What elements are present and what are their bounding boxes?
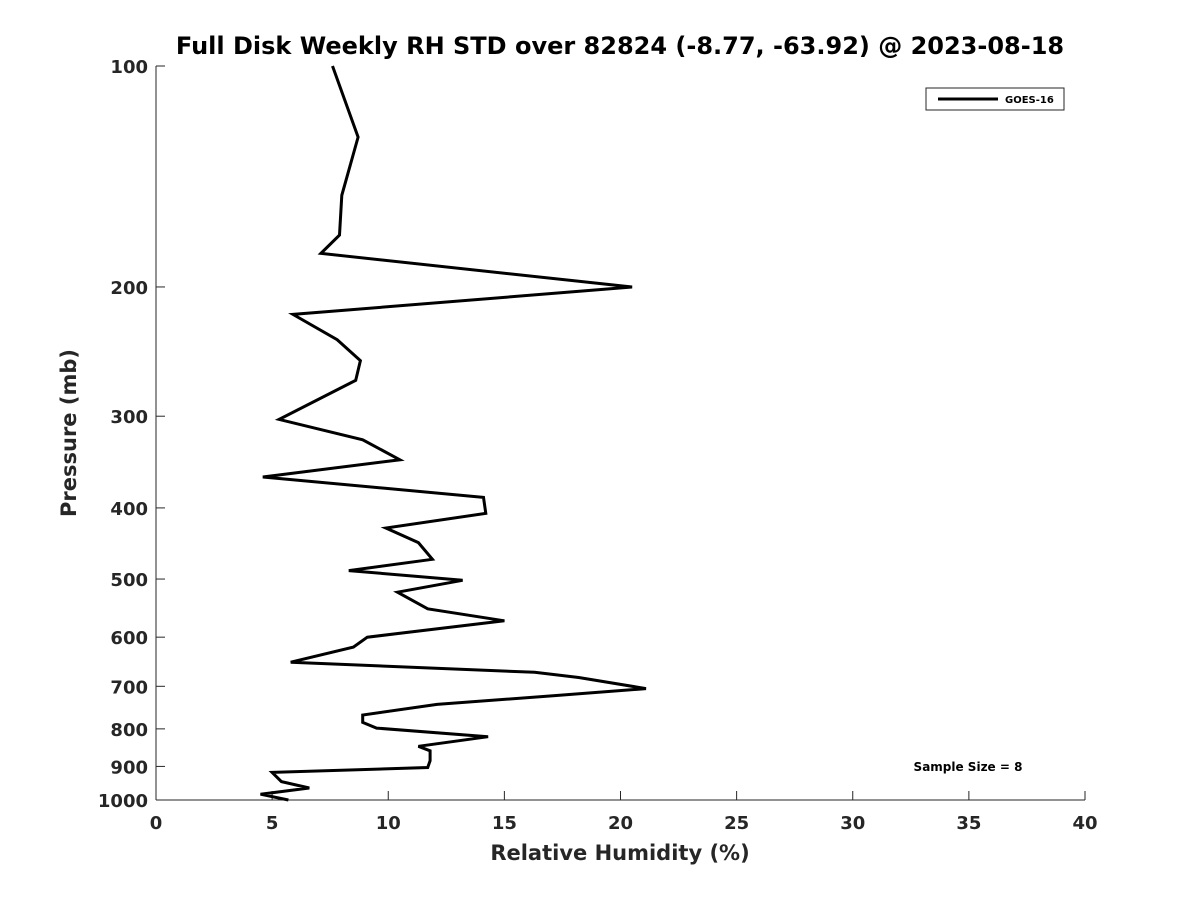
x-tick-label: 15 (492, 813, 517, 834)
legend: GOES-16 (925, 87, 1065, 111)
x-tick-label: 5 (266, 813, 279, 834)
y-tick-label: 200 (110, 278, 148, 299)
x-tick-label: 0 (150, 813, 163, 834)
y-tick-label: 100 (110, 57, 148, 78)
chart-title: Full Disk Weekly RH STD over 82824 (-8.7… (176, 32, 1064, 60)
x-tick-label: 10 (376, 813, 401, 834)
x-tick-label: 25 (724, 813, 749, 834)
y-tick-label: 800 (110, 720, 148, 741)
y-tick-label: 400 (110, 499, 148, 520)
y-tick-label: 600 (110, 628, 148, 649)
x-axis-label: Relative Humidity (%) (490, 841, 749, 865)
x-tick-label: 35 (956, 813, 981, 834)
sample-size-annotation: Sample Size = 8 (914, 760, 1023, 774)
x-tick-label: 20 (608, 813, 633, 834)
series-line (260, 65, 647, 802)
y-tick-label: 700 (110, 677, 148, 698)
series-layer (260, 65, 647, 802)
x-axis-ticks: 0 5 10 15 20 25 30 35 40 (150, 791, 1098, 834)
y-axis-ticks: 100 200 300 400 500 600 700 800 900 1000 (98, 57, 165, 812)
y-tick-label: 500 (110, 570, 148, 591)
x-tick-label: 30 (840, 813, 865, 834)
y-axis-label: Pressure (mb) (57, 349, 81, 517)
x-tick-label: 40 (1072, 813, 1097, 834)
y-tick-label: 1000 (98, 791, 148, 812)
y-tick-label: 300 (110, 407, 148, 428)
y-tick-label: 900 (110, 757, 148, 778)
legend-label: GOES-16 (1005, 95, 1054, 106)
